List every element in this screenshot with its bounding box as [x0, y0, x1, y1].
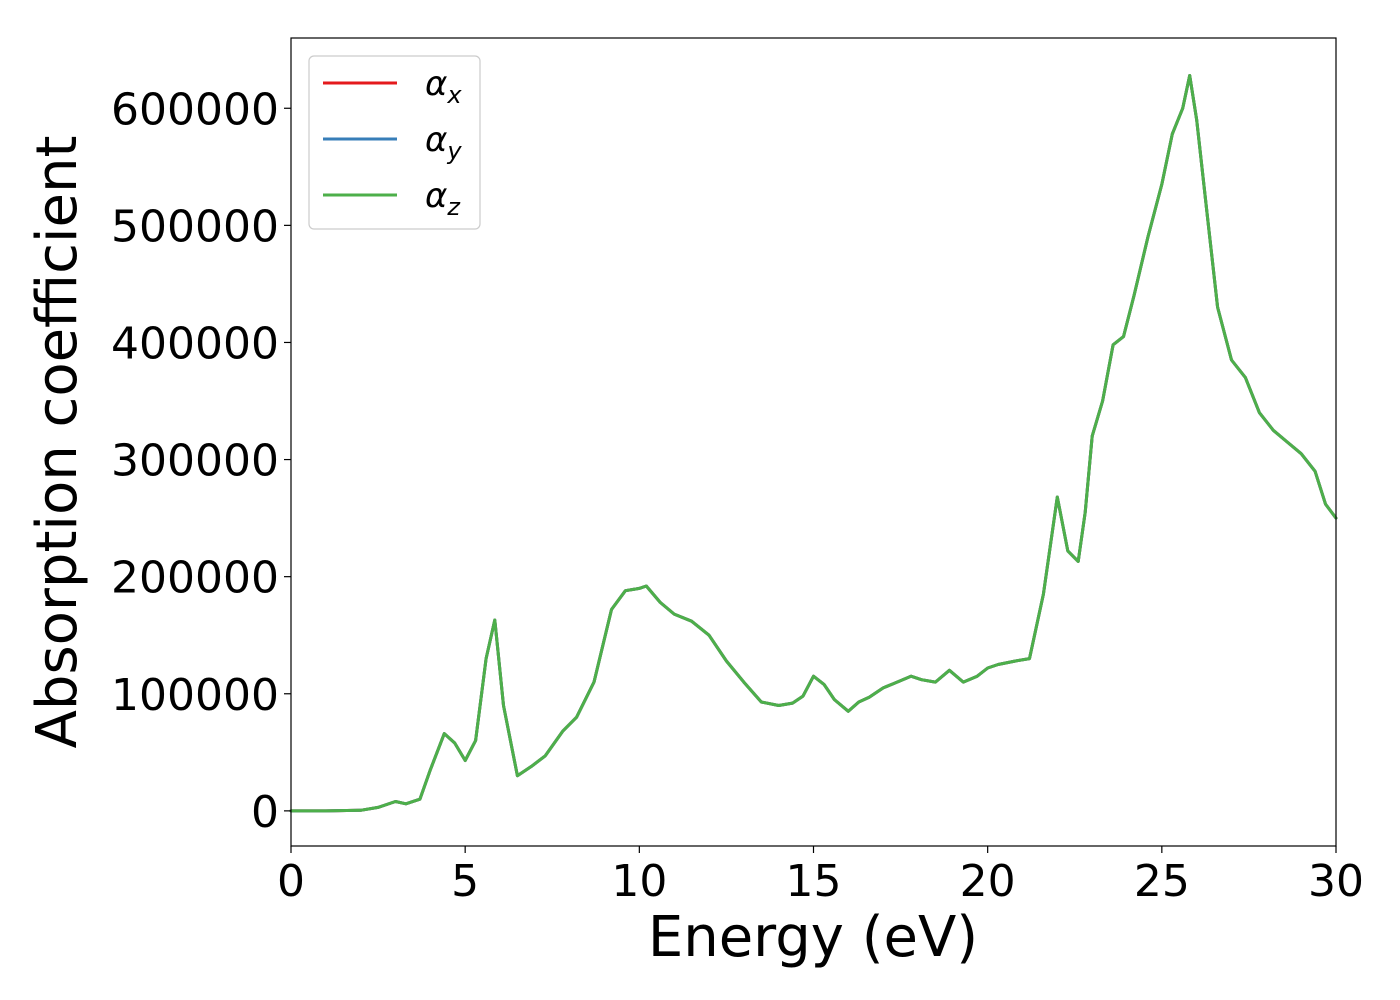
y-tick-label: 400000 — [111, 318, 279, 369]
y-tick-label: 600000 — [111, 84, 279, 135]
series-layer — [289, 74, 1338, 813]
legend-label-alpha-z: αz — [425, 176, 461, 221]
y-tick-label: 0 — [251, 787, 279, 838]
x-axis-title: Energy (eV) — [648, 905, 978, 970]
x-tick-label: 25 — [1134, 856, 1190, 907]
x-tick-label: 20 — [960, 856, 1016, 907]
x-tick-label: 15 — [786, 856, 842, 907]
y-tick-label: 100000 — [111, 670, 279, 721]
y-axis-title: Absorption coefficient — [25, 136, 90, 749]
y-axis: 0 100000 200000 300000 400000 500000 600000 — [111, 84, 291, 838]
x-tick-label: 30 — [1308, 856, 1364, 907]
x-tick-label: 10 — [611, 856, 667, 907]
x-tick-label: 0 — [277, 856, 305, 907]
series-line-alpha-z — [289, 74, 1338, 813]
y-tick-label: 500000 — [111, 201, 279, 252]
legend-label-alpha-y: αy — [425, 120, 462, 165]
legend-frame — [308, 55, 481, 230]
x-tick-label: 5 — [451, 856, 479, 907]
x-axis: 0 5 10 15 20 25 30 — [277, 846, 1364, 907]
legend: αx αy αz — [308, 55, 481, 230]
y-tick-label: 200000 — [111, 553, 279, 604]
legend-label-alpha-x: αx — [425, 64, 462, 109]
y-tick-label: 300000 — [111, 436, 279, 487]
